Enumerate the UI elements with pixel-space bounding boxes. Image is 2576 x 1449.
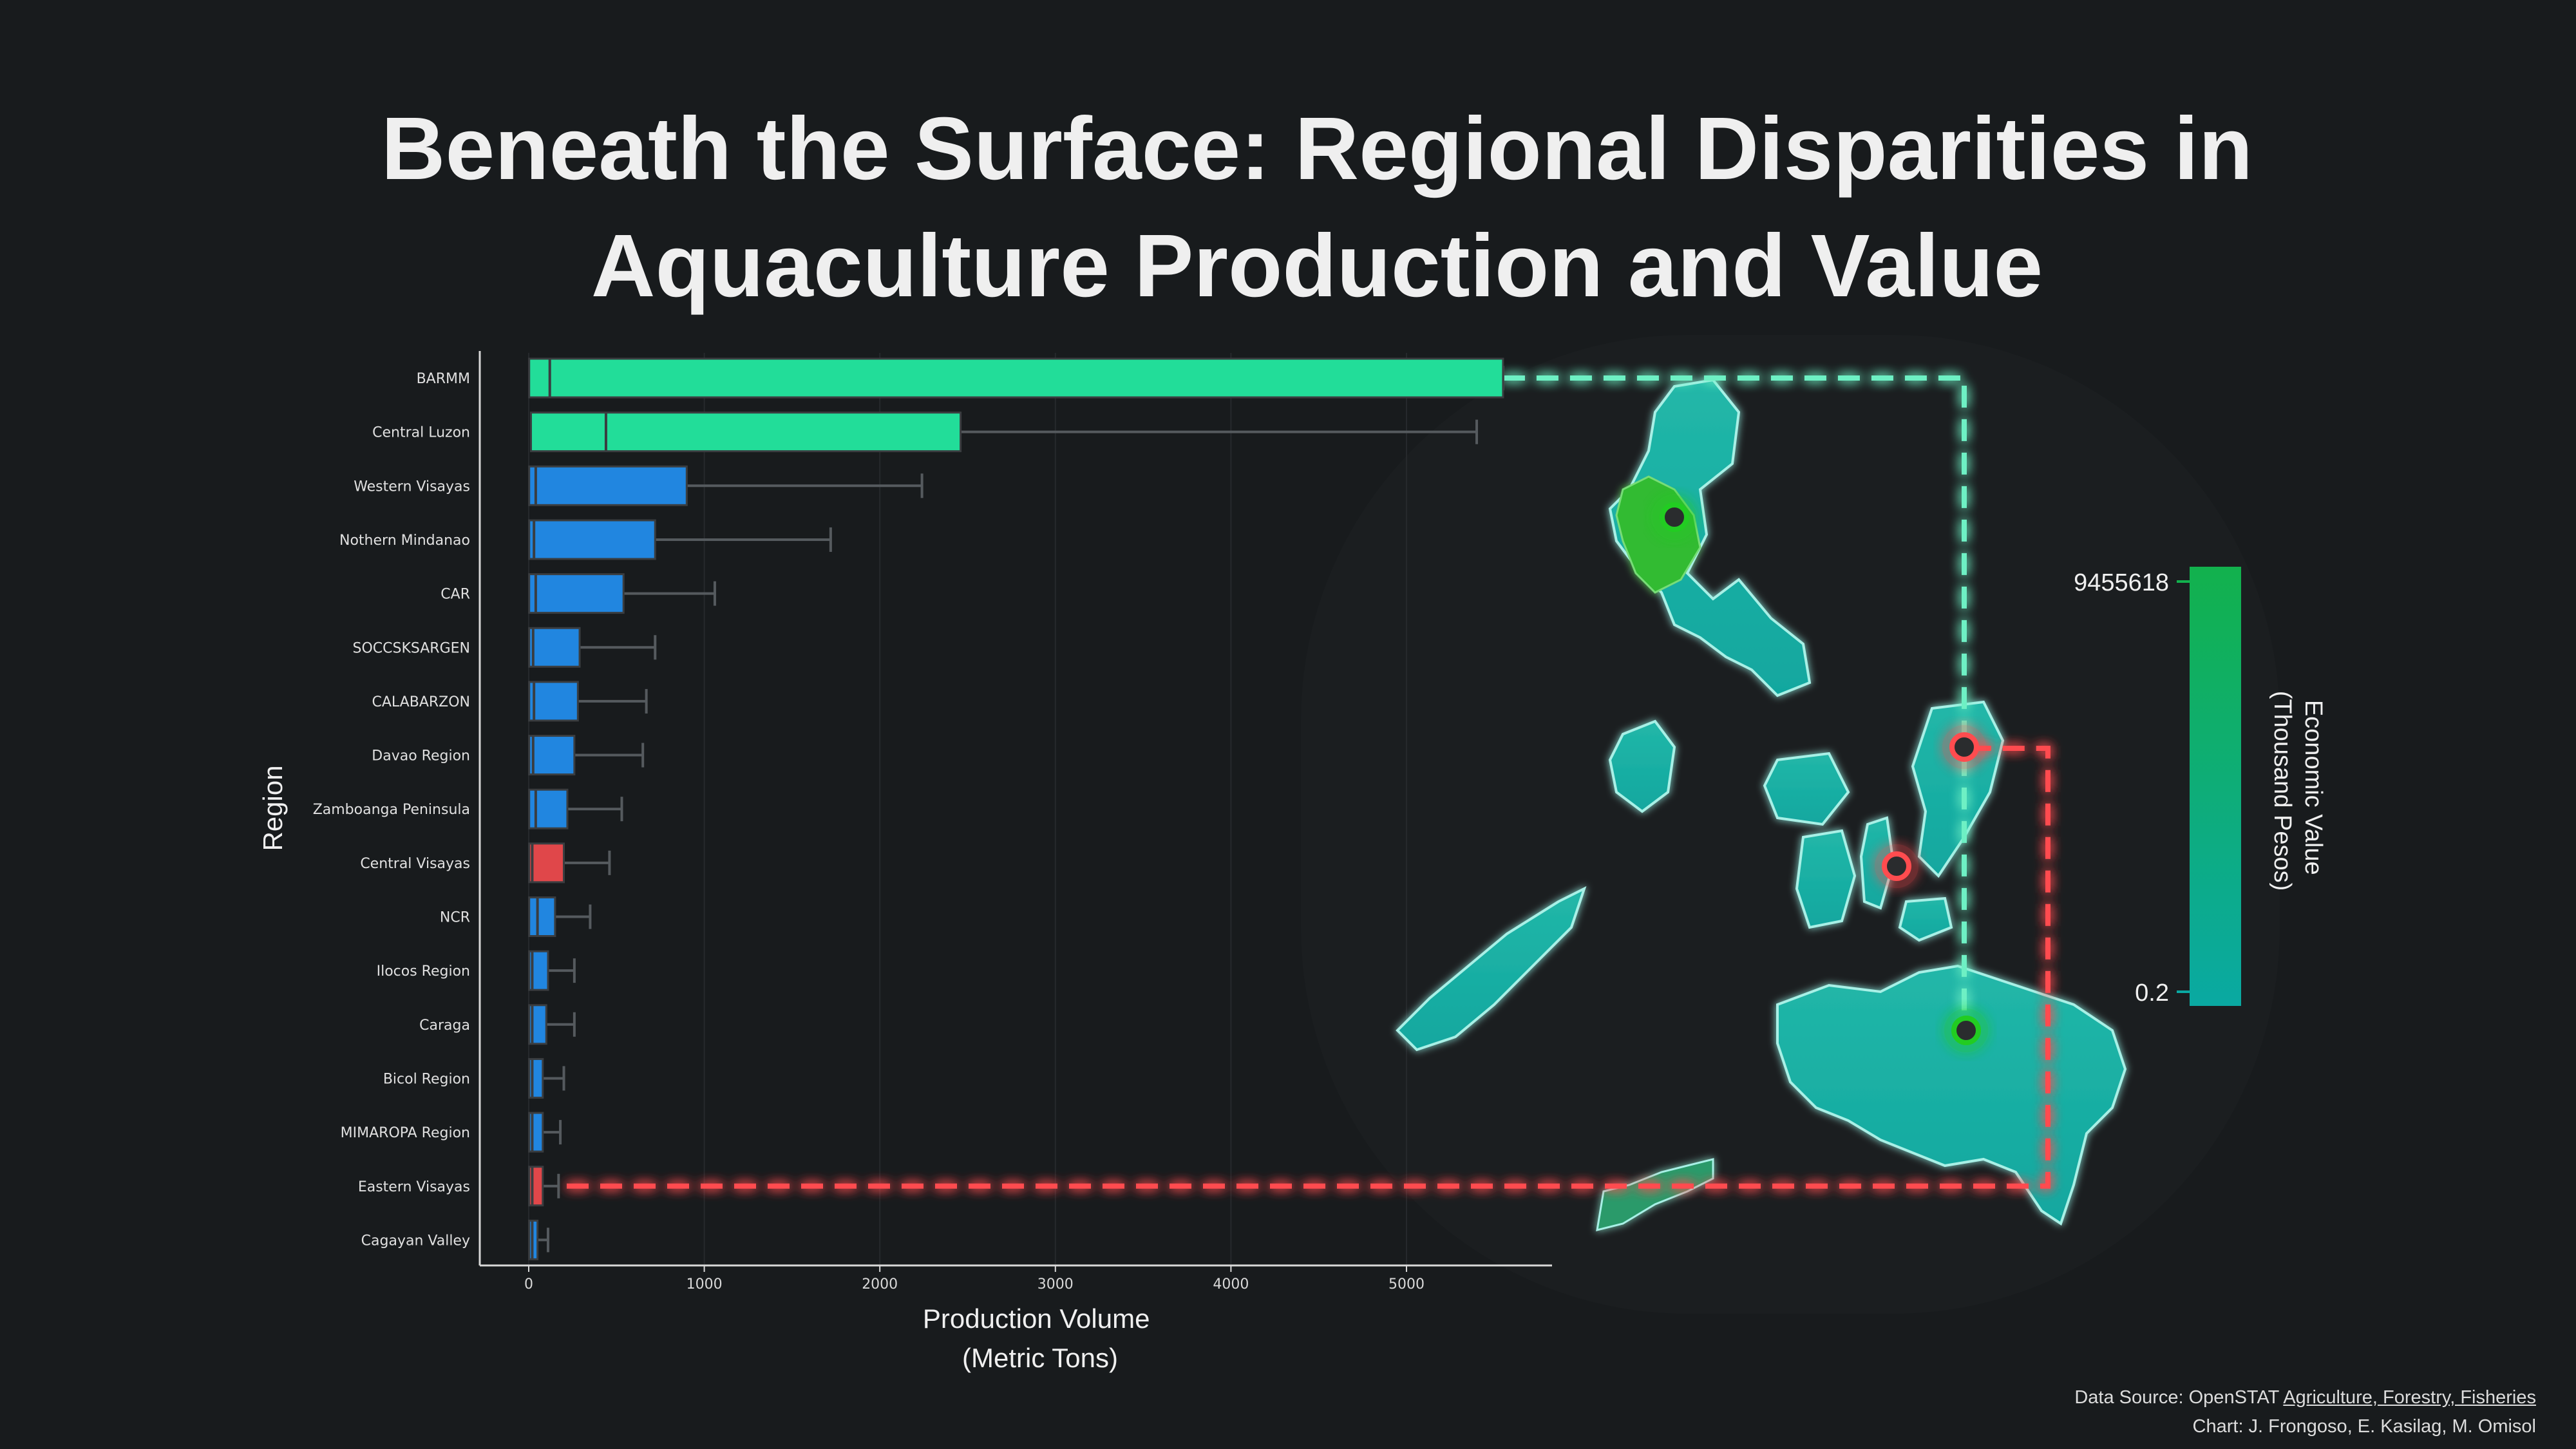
- footer: Data Source: OpenSTAT Agriculture, Fores…: [2074, 1383, 2536, 1441]
- region-label-davao-region: Davao Region: [372, 748, 470, 764]
- region-label-mimaropa-region: MIMAROPA Region: [341, 1125, 470, 1141]
- box-central-visayas: [528, 842, 611, 884]
- bar-car: [528, 573, 625, 614]
- box-bicol-region: [528, 1057, 565, 1099]
- region-label-soccsksargen: SOCCSKSARGEN: [352, 640, 470, 656]
- connector-eastern-visayas: [567, 746, 2050, 1189]
- box-cagayan-valley: [528, 1219, 549, 1260]
- region-label-ilocos-region: Ilocos Region: [377, 963, 470, 980]
- region-label-ncr: NCR: [440, 910, 470, 926]
- map-marker-dot-eastern-visayas: [1949, 732, 1979, 762]
- colorbar-title: Economic Value (Thousand Pesos): [2269, 691, 2327, 891]
- box-mimaropa-region: [528, 1112, 562, 1153]
- region-label-bicol-region: Bicol Region: [383, 1071, 470, 1087]
- box-ilocos-region: [528, 950, 576, 991]
- box-central-luzon: [529, 412, 1479, 453]
- colorbar: [2190, 567, 2241, 1006]
- map-markers: [1653, 495, 1988, 1052]
- box-davao-region: [528, 735, 645, 776]
- map-marker-dot-barmm: [1951, 1016, 1981, 1045]
- box-barmm: [528, 357, 1504, 399]
- map-marker-dot-central-visayas: [1882, 851, 1911, 881]
- bar-ncr: [528, 896, 556, 937]
- data-source-prefix: Data Source: OpenSTAT: [2074, 1387, 2284, 1408]
- data-source-link[interactable]: Agriculture, Forestry, Fisheries: [2283, 1387, 2536, 1408]
- chart-credit: Chart: J. Frongoso, E. Kasilag, M. Omiso…: [2192, 1416, 2536, 1437]
- bar-davao-region: [528, 735, 576, 776]
- x-tick-labels: 0 1000 2000 3000 4000 5000: [524, 1265, 1425, 1293]
- box-ncr: [528, 896, 592, 937]
- x-tick-label-5000: 5000: [1388, 1276, 1425, 1293]
- data-source-line: Data Source: OpenSTAT Agriculture, Fores…: [2074, 1383, 2536, 1412]
- connector-lines: [567, 375, 2050, 1189]
- x-tick-label-3000: 3000: [1037, 1276, 1074, 1293]
- region-label-cagayan-valley: Cagayan Valley: [361, 1233, 470, 1249]
- box-western-visayas: [528, 465, 923, 506]
- bar-nothern-mindanao: [528, 519, 656, 560]
- bar-calabarzon: [528, 681, 579, 722]
- map-sulu: [1596, 1158, 1714, 1232]
- map-marker-dot-central-luzon: [1660, 502, 1689, 532]
- colorbar-max-label: 9455618: [2074, 569, 2169, 596]
- chart-title-line-1: Beneath the Surface: Regional Disparitie…: [381, 99, 2253, 198]
- region-label-central-visayas: Central Visayas: [360, 856, 470, 872]
- bar-barmm: [528, 357, 1504, 399]
- y-axis-title: Region: [258, 765, 288, 851]
- x-tick-label-0: 0: [524, 1276, 533, 1293]
- bar-western-visayas: [528, 465, 688, 506]
- bar-soccsksargen: [528, 627, 581, 668]
- box-zamboanga-peninsula: [528, 788, 623, 829]
- map-marker-central-luzon: [1653, 495, 1696, 539]
- box-plot-series: [528, 357, 1504, 1260]
- map-marker-central-visayas: [1875, 844, 1918, 888]
- colorbar-title-line-1: Economic Value: [2300, 700, 2327, 875]
- region-label-barmm: BARMM: [417, 371, 470, 387]
- region-label-zamboanga-peninsula: Zamboanga Peninsula: [313, 802, 470, 818]
- box-car: [528, 573, 716, 614]
- x-tick-label-4000: 4000: [1213, 1276, 1249, 1293]
- map-luzon: [1608, 378, 1812, 697]
- region-label-car: CAR: [440, 587, 470, 603]
- region-labels: BARMM Central Luzon Western Visayas Nothern…: [313, 371, 470, 1249]
- region-label-nothern-mindanao: Nothern Mindanao: [339, 533, 470, 549]
- x-axis-title-line-1: Production Volume: [923, 1303, 1150, 1334]
- region-label-central-luzon: Central Luzon: [372, 425, 470, 441]
- connector-barmm: [1502, 375, 1967, 1030]
- box-calabarzon: [528, 681, 648, 722]
- region-label-western-visayas: Western Visayas: [354, 478, 470, 495]
- x-axis-title: Production Volume (Metric Tons): [923, 1303, 1157, 1373]
- x-tick-label-2000: 2000: [862, 1276, 898, 1293]
- map-mindanao: [1776, 964, 2127, 1226]
- map-mindoro: [1608, 719, 1676, 813]
- chart-title-line-2: Aquaculture Production and Value: [591, 216, 2043, 316]
- region-label-calabarzon: CALABARZON: [372, 694, 471, 710]
- map-marker-barmm: [1944, 1009, 1988, 1052]
- box-soccsksargen: [528, 627, 657, 668]
- box-nothern-mindanao: [528, 519, 832, 560]
- x-axis-title-line-2: (Metric Tons): [962, 1343, 1118, 1373]
- philippines-map: [1396, 378, 2127, 1232]
- x-tick-label-1000: 1000: [687, 1276, 723, 1293]
- colorbar-min-label: 0.2: [2135, 980, 2169, 1007]
- bar-central-visayas: [528, 842, 565, 884]
- region-label-eastern-visayas: Eastern Visayas: [358, 1179, 470, 1195]
- map-negros: [1795, 829, 1857, 929]
- map-backdrop: [1301, 335, 2280, 1314]
- map-palawan: [1396, 886, 1587, 1052]
- box-eastern-visayas: [528, 1166, 560, 1207]
- region-label-caraga: Caraga: [419, 1018, 470, 1034]
- map-bohol: [1898, 896, 1953, 942]
- map-panay: [1763, 752, 1850, 826]
- box-caraga: [528, 1004, 576, 1045]
- colorbar-title-line-2: (Thousand Pesos): [2269, 691, 2296, 891]
- bar-central-luzon: [529, 412, 962, 453]
- map-marker-eastern-visayas: [1942, 725, 1986, 769]
- chart-title: Beneath the Surface: Regional Disparitie…: [0, 90, 2576, 325]
